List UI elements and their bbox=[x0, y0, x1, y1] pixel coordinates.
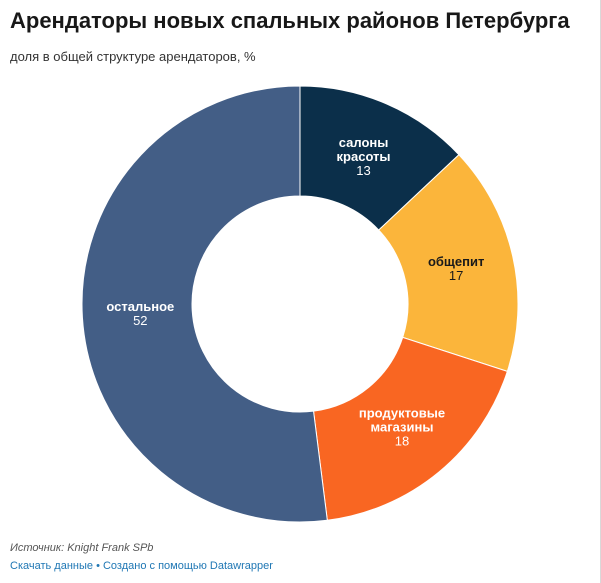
slice-label-name: магазины bbox=[371, 419, 434, 434]
datawrapper-credit-link[interactable]: Создано с помощью Datawrapper bbox=[102, 560, 273, 572]
chart-title: Арендаторы новых спальных районов Петерб… bbox=[10, 8, 570, 33]
chart-subtitle: доля в общей структуре арендаторов, % bbox=[10, 49, 256, 64]
slice-label-name: общепит bbox=[428, 254, 484, 269]
slice-1[interactable] bbox=[378, 154, 519, 372]
slice-labels: салоны красоты 13 общепит 17 продуктовые магаз… bbox=[106, 135, 484, 448]
slice-label-name: красоты bbox=[337, 149, 391, 164]
slice-label-0: салоны красоты 13 bbox=[337, 135, 391, 178]
slice-label-name: остальное bbox=[106, 299, 174, 314]
donut-slices bbox=[81, 85, 519, 523]
slice-label-value: 52 bbox=[133, 313, 147, 328]
slice-2[interactable] bbox=[312, 336, 508, 521]
slice-label-3: остальное 52 bbox=[106, 299, 174, 328]
slice-label-value: 18 bbox=[395, 433, 409, 448]
slice-3[interactable] bbox=[81, 85, 328, 523]
slice-label-value: 13 bbox=[356, 163, 370, 178]
slice-label-name: салоны bbox=[339, 135, 389, 150]
slice-label-name: продуктовые bbox=[359, 405, 445, 420]
source-note: Источник: Knight Frank SPb bbox=[10, 542, 154, 554]
footer-links: Скачать данные • Создано с помощью Dataw… bbox=[10, 560, 273, 572]
footer-separator: • bbox=[93, 560, 103, 572]
slice-label-2: продуктовые магазины 18 bbox=[359, 405, 445, 448]
download-data-link[interactable]: Скачать данные bbox=[10, 560, 94, 572]
slice-label-value: 17 bbox=[449, 268, 463, 283]
slice-label-1: общепит 17 bbox=[428, 254, 484, 283]
